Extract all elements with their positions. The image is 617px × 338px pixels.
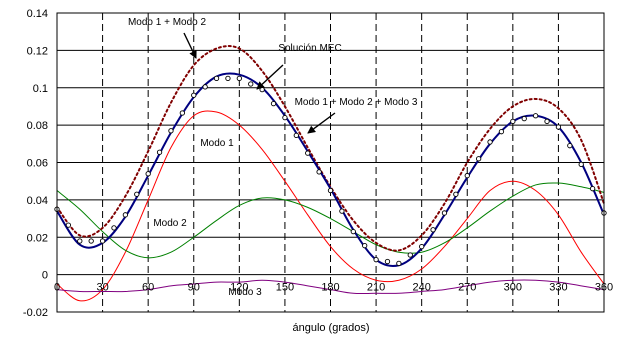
marker-point-22 xyxy=(305,150,311,156)
marker-point-7 xyxy=(134,191,140,197)
x-tick-label-4: 120 xyxy=(230,282,248,294)
marker-point-28 xyxy=(373,257,379,263)
x-tick-label-8: 240 xyxy=(412,282,430,294)
y-tick-label-1: 0 xyxy=(42,270,48,282)
marker-point-47 xyxy=(589,186,596,192)
x-tick-label-12: 360 xyxy=(595,282,613,294)
marker-point-31 xyxy=(407,252,413,258)
annotation-5: Modo 3 xyxy=(228,287,262,298)
marker-point-34 xyxy=(441,210,448,216)
annotation-2: Modo 1 + Modo 2 + Modo 3 xyxy=(295,97,418,108)
marker-point-11 xyxy=(179,110,186,116)
marker-point-44 xyxy=(555,124,562,130)
marker-point-40 xyxy=(510,118,516,125)
marker-point-3 xyxy=(88,238,94,244)
marker-point-5 xyxy=(111,225,117,231)
marker-point-29 xyxy=(384,258,391,265)
marker-point-2 xyxy=(77,238,83,244)
marker-point-33 xyxy=(430,227,436,233)
marker-point-35 xyxy=(453,191,459,197)
markers xyxy=(54,75,607,267)
annotation-arrow-1 xyxy=(256,64,284,90)
marker-point-17 xyxy=(248,81,254,87)
annotation-3: Modo 1 xyxy=(200,138,234,149)
marker-point-26 xyxy=(350,228,356,235)
y-tick-label-5: 0.08 xyxy=(27,120,48,132)
ticks: -0.02 0 0.02 0.04 0.06 0.08 0.1 0.12 0.14 0 30 60 90… xyxy=(23,8,613,319)
y-tick-label-0: -0.02 xyxy=(23,307,48,319)
marker-point-46 xyxy=(578,161,584,168)
marker-point-15 xyxy=(225,75,231,82)
marker-point-32 xyxy=(419,243,425,250)
marker-point-21 xyxy=(293,132,299,139)
marker-point-43 xyxy=(544,118,550,125)
marker-point-25 xyxy=(339,208,345,214)
marker-point-42 xyxy=(532,113,539,119)
series-line-4 xyxy=(56,110,605,302)
marker-point-23 xyxy=(316,169,322,175)
annotations: Modo 1 + Modo 2 Solución MEC Modo 1 + Modo… xyxy=(128,17,418,298)
marker-point-4 xyxy=(99,238,106,244)
y-tick-label-4: 0.06 xyxy=(27,158,48,170)
marker-point-38 xyxy=(487,139,493,145)
marker-point-19 xyxy=(270,100,277,107)
marker-point-36 xyxy=(464,172,470,179)
marker-point-41 xyxy=(521,115,527,122)
x-tick-label-6: 180 xyxy=(321,282,339,294)
marker-point-20 xyxy=(282,115,288,121)
marker-point-24 xyxy=(327,187,334,194)
plot-frame xyxy=(56,12,605,313)
x-tick-label-7: 210 xyxy=(367,282,385,294)
y-tick-label-7: 0.12 xyxy=(27,45,48,57)
x-tick-label-3: 90 xyxy=(188,282,200,294)
marker-point-18 xyxy=(259,86,265,93)
x-tick-label-0: 0 xyxy=(54,282,60,294)
x-tick-label-10: 300 xyxy=(504,282,522,294)
marker-point-1 xyxy=(65,222,72,228)
y-tick-label-3: 0.04 xyxy=(27,195,48,207)
annotation-1: Solución MEC xyxy=(278,43,341,54)
marker-point-9 xyxy=(156,149,163,155)
x-tick-label-9: 270 xyxy=(458,282,476,294)
series-line-6 xyxy=(56,279,605,295)
series-line-5 xyxy=(56,182,605,259)
annotation-arrow-0 xyxy=(183,32,197,59)
grid xyxy=(57,12,604,313)
marker-point-8 xyxy=(145,171,151,177)
y-tick-label-2: 0.02 xyxy=(27,232,48,244)
marker-point-39 xyxy=(498,129,505,135)
y-tick-label-8: 0.14 xyxy=(27,8,48,20)
annotation-4: Modo 2 xyxy=(153,218,187,229)
x-tick-label-11: 330 xyxy=(549,282,567,294)
x-axis-label: ángulo (grados) xyxy=(292,322,369,334)
marker-point-13 xyxy=(202,84,208,90)
marker-point-6 xyxy=(122,212,129,218)
marker-point-14 xyxy=(213,75,220,82)
annotation-arrows xyxy=(183,32,336,134)
marker-point-10 xyxy=(168,128,174,134)
x-tick-label-5: 150 xyxy=(276,282,294,294)
marker-point-45 xyxy=(567,143,573,149)
marker-point-16 xyxy=(236,75,242,82)
x-tick-label-1: 30 xyxy=(96,282,108,294)
marker-point-27 xyxy=(362,243,368,249)
x-tick-label-2: 60 xyxy=(142,282,154,294)
marker-point-37 xyxy=(475,156,482,162)
marker-point-12 xyxy=(191,92,197,98)
annotation-arrow-2 xyxy=(307,112,336,134)
y-tick-label-6: 0.1 xyxy=(33,83,48,95)
annotation-0: Modo 1 + Modo 2 xyxy=(128,17,207,28)
marker-point-30 xyxy=(396,260,402,267)
